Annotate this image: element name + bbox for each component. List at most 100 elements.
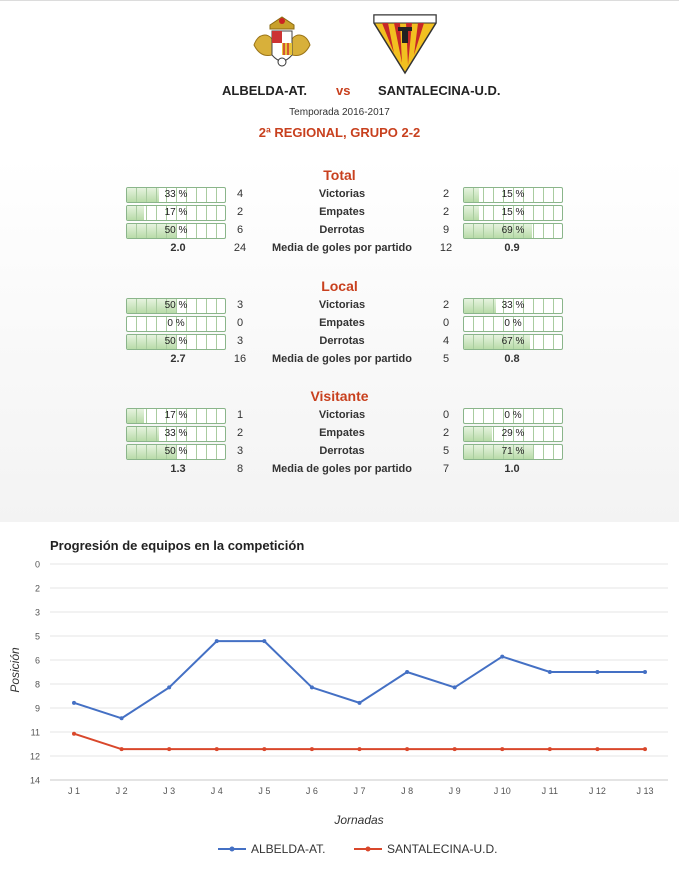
percent-bar-grid [127, 224, 225, 238]
stat-row: 17 % 2 Empates 2 15 % [0, 205, 679, 221]
section-title: Visitante [310, 388, 369, 404]
home-percent-bar[interactable]: 50 % [126, 334, 226, 350]
percent-bar-grid [464, 206, 562, 220]
stat-label: Victorias [318, 409, 366, 421]
home-goal-average: 2.7 [170, 353, 186, 365]
percent-bar-grid [127, 299, 225, 313]
home-percent-bar[interactable]: 50 % [126, 444, 226, 460]
percent-bar-grid [464, 317, 562, 331]
home-count: 4 [236, 188, 244, 200]
stat-row: 50 % 3 Victorias 2 33 % [0, 298, 679, 314]
away-percent-bar[interactable]: 15 % [463, 187, 563, 203]
home-count: 1 [236, 409, 244, 421]
away-goal-average: 0.9 [504, 242, 520, 254]
stat-label: Derrotas [319, 445, 365, 457]
percent-bar-grid [127, 409, 225, 423]
away-percent-bar[interactable]: 29 % [463, 426, 563, 442]
away-count: 0 [442, 317, 450, 329]
goal-average-label: Media de goles por partido [272, 242, 412, 254]
percent-bar-value: 17 % [164, 207, 188, 218]
goal-average-row: 2.7 16 Media de goles por partido 5 0.8 [0, 352, 679, 368]
home-count: 3 [236, 299, 244, 311]
home-percent-bar[interactable]: 17 % [126, 408, 226, 424]
percent-bar-grid [127, 317, 225, 331]
percent-bar-grid [464, 445, 562, 459]
away-goals: 12 [439, 242, 453, 254]
away-team-name[interactable]: SANTALECINA-U.D. [378, 83, 501, 98]
progress-chart [0, 527, 679, 869]
away-goal-average: 1.0 [504, 463, 520, 475]
away-percent-bar[interactable]: 67 % [463, 334, 563, 350]
percent-bar-grid [464, 427, 562, 441]
home-goals: 8 [236, 463, 244, 475]
home-team-crest[interactable] [252, 15, 312, 71]
stat-label: Empates [319, 317, 365, 329]
percent-bar-value: 0 % [504, 318, 522, 329]
stat-row: 17 % 1 Victorias 0 0 % [0, 408, 679, 424]
percent-bar-value: 15 % [501, 189, 525, 200]
percent-bar-value: 33 % [164, 428, 188, 439]
stat-label: Derrotas [319, 335, 365, 347]
away-count: 2 [442, 427, 450, 439]
away-count: 2 [442, 299, 450, 311]
away-goal-average: 0.8 [504, 353, 520, 365]
home-percent-bar[interactable]: 50 % [126, 298, 226, 314]
percent-bar-value: 0 % [167, 318, 185, 329]
away-goals: 7 [442, 463, 450, 475]
percent-bar-grid [127, 335, 225, 349]
percent-bar-grid [464, 335, 562, 349]
away-goals: 5 [442, 353, 450, 365]
chart-title: Progresión de equipos en la competición [50, 538, 305, 553]
away-count: 5 [442, 445, 450, 457]
home-count: 3 [236, 335, 244, 347]
comparison-panel: ALBELDA-AT. vs SANTALECINA-U.D. Temporad… [0, 0, 679, 522]
percent-bar-value: 50 % [164, 336, 188, 347]
away-percent-bar[interactable]: 15 % [463, 205, 563, 221]
league-label[interactable]: 2ª REGIONAL, GRUPO 2-2 [258, 125, 421, 140]
home-team-name[interactable]: ALBELDA-AT. [222, 83, 307, 98]
home-percent-bar[interactable]: 33 % [126, 426, 226, 442]
home-percent-bar[interactable]: 0 % [126, 316, 226, 332]
goal-average-label: Media de goles por partido [272, 353, 412, 365]
away-count: 9 [442, 224, 450, 236]
vs-label: vs [336, 83, 351, 98]
home-percent-bar[interactable]: 17 % [126, 205, 226, 221]
away-percent-bar[interactable]: 0 % [463, 316, 563, 332]
percent-bar-grid [464, 188, 562, 202]
percent-bar-grid [127, 445, 225, 459]
percent-bar-value: 71 % [501, 446, 525, 457]
away-percent-bar[interactable]: 0 % [463, 408, 563, 424]
away-percent-bar[interactable]: 71 % [463, 444, 563, 460]
stat-row: 33 % 4 Victorias 2 15 % [0, 187, 679, 203]
percent-bar-grid [127, 206, 225, 220]
away-percent-bar[interactable]: 33 % [463, 298, 563, 314]
percent-bar-value: 50 % [164, 225, 188, 236]
home-count: 3 [236, 445, 244, 457]
home-goals: 16 [233, 353, 247, 365]
away-count: 2 [442, 188, 450, 200]
away-team-crest[interactable] [372, 13, 438, 75]
stat-row: 50 % 6 Derrotas 9 69 % [0, 223, 679, 239]
stat-row: 33 % 2 Empates 2 29 % [0, 426, 679, 442]
percent-bar-value: 17 % [164, 410, 188, 421]
stat-label: Derrotas [319, 224, 365, 236]
home-percent-bar[interactable]: 50 % [126, 223, 226, 239]
section-title: Local [321, 278, 358, 294]
percent-bar-grid [127, 427, 225, 441]
stat-row: 50 % 3 Derrotas 5 71 % [0, 444, 679, 460]
home-goal-average: 2.0 [170, 242, 186, 254]
stat-row: 50 % 3 Derrotas 4 67 % [0, 334, 679, 350]
home-goal-average: 1.3 [170, 463, 186, 475]
goal-average-row: 2.0 24 Media de goles por partido 12 0.9 [0, 241, 679, 257]
away-count: 0 [442, 409, 450, 421]
stat-label: Victorias [318, 188, 366, 200]
percent-bar-grid [127, 188, 225, 202]
season-label: Temporada 2016-2017 [289, 107, 390, 118]
home-percent-bar[interactable]: 33 % [126, 187, 226, 203]
percent-bar-value: 50 % [164, 300, 188, 311]
percent-bar-grid [464, 299, 562, 313]
stat-label: Empates [319, 427, 365, 439]
away-percent-bar[interactable]: 69 % [463, 223, 563, 239]
home-count: 6 [236, 224, 244, 236]
percent-bar-value: 33 % [164, 189, 188, 200]
